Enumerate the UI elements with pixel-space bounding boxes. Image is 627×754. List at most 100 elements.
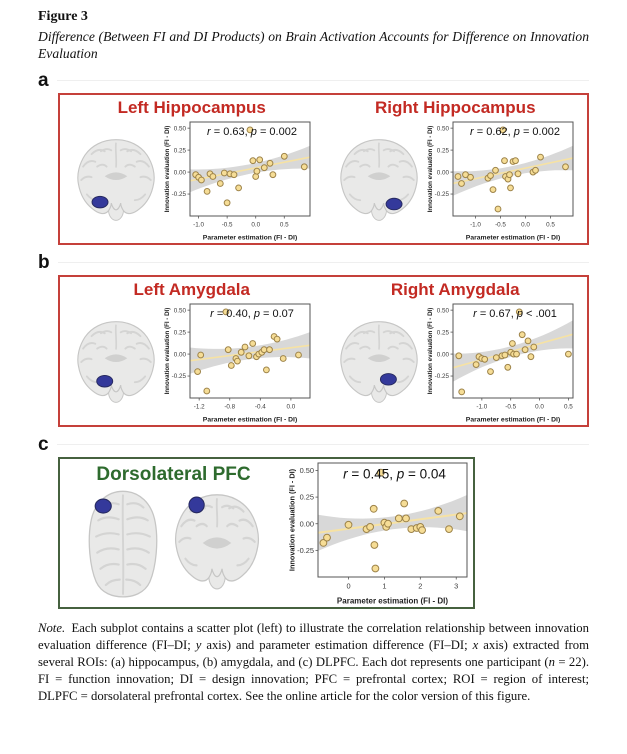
y-tick-label: -0.25 <box>435 191 450 198</box>
note-segment: Note. <box>38 621 66 636</box>
data-point <box>513 350 521 358</box>
region-title: Right Hippocampus <box>374 98 536 118</box>
data-point <box>280 152 288 160</box>
region-title: Left Hippocampus <box>117 98 266 118</box>
data-point <box>249 157 257 164</box>
data-point <box>394 514 403 523</box>
data-point <box>565 350 573 358</box>
note-segment: y <box>195 638 202 653</box>
y-axis-title: Innovation evaluation (FI - DI) <box>427 308 434 395</box>
data-point <box>562 163 570 171</box>
x-tick-label: 0 <box>346 582 350 591</box>
x-axis-title: Parameter estimation (FI - DI) <box>466 234 560 241</box>
data-point <box>402 514 410 523</box>
y-tick-label: 0.25 <box>437 329 450 336</box>
data-point <box>532 166 540 174</box>
brain-coronal-image <box>340 320 418 403</box>
data-point <box>487 172 495 179</box>
data-point <box>400 499 409 508</box>
data-point <box>458 388 466 396</box>
panel-letter-a: a <box>38 70 49 92</box>
data-point <box>487 368 495 375</box>
y-tick-label: 0.25 <box>437 147 450 154</box>
y-tick-label: 0.00 <box>300 519 314 528</box>
data-point <box>493 354 500 361</box>
region-title: Dorsolateral PFC <box>96 464 251 486</box>
brain-coronal-image <box>77 138 155 221</box>
x-tick-label: -0.5 <box>495 221 506 228</box>
y-axis-title: Innovation evaluation (FI - DI) <box>287 469 296 572</box>
x-tick-label: 0.0 <box>286 403 295 410</box>
data-point <box>203 387 210 395</box>
x-axis-title: Parameter estimation (FI - DI) <box>466 416 560 423</box>
x-axis-title: Parameter estimation (FI - DI) <box>337 597 448 606</box>
data-point <box>492 166 500 174</box>
scatter-plot: -1.0 -0.5 0.0 0.5 0.50 0.25 0.00 -0.25 Parameter… <box>426 120 578 242</box>
data-point <box>222 308 230 316</box>
panel-letter-row: a <box>38 71 589 90</box>
trend-line <box>318 512 467 534</box>
scatter-plot: -1.0 -0.5 0.0 0.5 0.50 0.25 0.00 -0.25 Parameter… <box>163 120 315 242</box>
subpanel-content: -1.0 -0.5 0.0 0.5 0.50 0.25 0.00 -0.25 Parameter… <box>324 301 588 426</box>
x-tick-label: -0.5 <box>221 221 232 228</box>
data-point <box>445 525 453 534</box>
subpanel-content: -1.0 -0.5 0.0 0.5 0.50 0.25 0.00 -0.25 Parameter… <box>60 119 324 244</box>
data-point <box>507 184 515 192</box>
stats-annotation: r = 0.67, p < .001 <box>473 308 557 320</box>
data-point <box>458 179 466 187</box>
data-point <box>269 171 277 178</box>
data-point <box>237 348 245 356</box>
x-tick-label: 0.0 <box>521 221 530 228</box>
y-tick-label: 0.00 <box>173 169 186 176</box>
plot-border <box>452 121 574 217</box>
y-axis-title: Innovation evaluation (FI - DI) <box>427 126 434 213</box>
stats-annotation: r = 0.62, p = 0.002 <box>470 126 560 138</box>
y-tick-label: -0.25 <box>297 546 314 555</box>
data-point <box>253 167 261 175</box>
data-point <box>506 171 514 178</box>
subpanel-right-amygdala: Right Amygdala -1.0 -0.5 0.0 0.5 0.50 0.25 0.00… <box>324 277 588 425</box>
data-point <box>323 533 331 542</box>
y-tick-label: 0.50 <box>437 307 450 314</box>
data-point <box>203 187 211 195</box>
x-tick-label: 2 <box>418 582 422 591</box>
data-point <box>514 170 522 178</box>
note-segment: Each subplot contains a scatter plot (le… <box>38 621 589 653</box>
region-title: Left Amygdala <box>133 280 250 300</box>
data-point <box>216 179 224 187</box>
x-tick-label: 0.5 <box>280 221 289 228</box>
figure-label: Figure 3 <box>38 9 88 24</box>
plot-border <box>452 303 574 399</box>
scatter-plot: -1.2 -0.8 -0.4 0.0 0.50 0.25 0.00 -0.25 Paramete… <box>163 302 315 424</box>
data-point <box>300 163 308 171</box>
panel-c-section: c Dorsolateral PFC 0 1 2 3 0.50 0.25 0.00 -0.25 Pa… <box>38 435 589 610</box>
y-axis-title: Innovation evaluation (FI - DI) <box>164 126 171 213</box>
data-point <box>246 126 254 134</box>
data-point <box>220 169 228 177</box>
panels-container: a Left Hippocampus -1.0 -0.5 0.0 0.5 0.50 0.25 0… <box>38 71 589 610</box>
y-tick-label: 0.25 <box>173 329 186 336</box>
data-point <box>233 357 241 365</box>
note-segment: x <box>472 638 479 653</box>
x-tick-label: -1.0 <box>477 403 488 410</box>
data-point <box>512 157 520 164</box>
stats-annotation: r = 0.63, p = 0.002 <box>207 126 297 138</box>
x-tick-label: -1.0 <box>193 221 204 228</box>
data-point <box>376 468 385 477</box>
data-point <box>369 505 378 513</box>
scatter-plot-svg: -1.2 -0.8 -0.4 0.0 0.50 0.25 0.00 -0.25 Paramete… <box>164 303 311 423</box>
data-point <box>371 564 380 573</box>
data-point <box>489 186 497 193</box>
stats-annotation: r = 0.40, p = 0.07 <box>210 308 294 320</box>
data-point <box>509 339 517 347</box>
data-point <box>499 126 507 134</box>
y-tick-label: -0.25 <box>435 373 450 380</box>
data-point <box>455 352 463 360</box>
data-point <box>197 176 205 184</box>
data-point <box>467 173 475 181</box>
subpanel-right-hippocampus: Right Hippocampus -1.0 -0.5 0.0 0.5 0.50 0.25 0… <box>324 95 588 243</box>
plot-border <box>189 121 311 217</box>
y-tick-label: -0.25 <box>171 191 186 198</box>
data-point <box>234 184 242 192</box>
y-tick-label: 0.25 <box>173 147 186 154</box>
